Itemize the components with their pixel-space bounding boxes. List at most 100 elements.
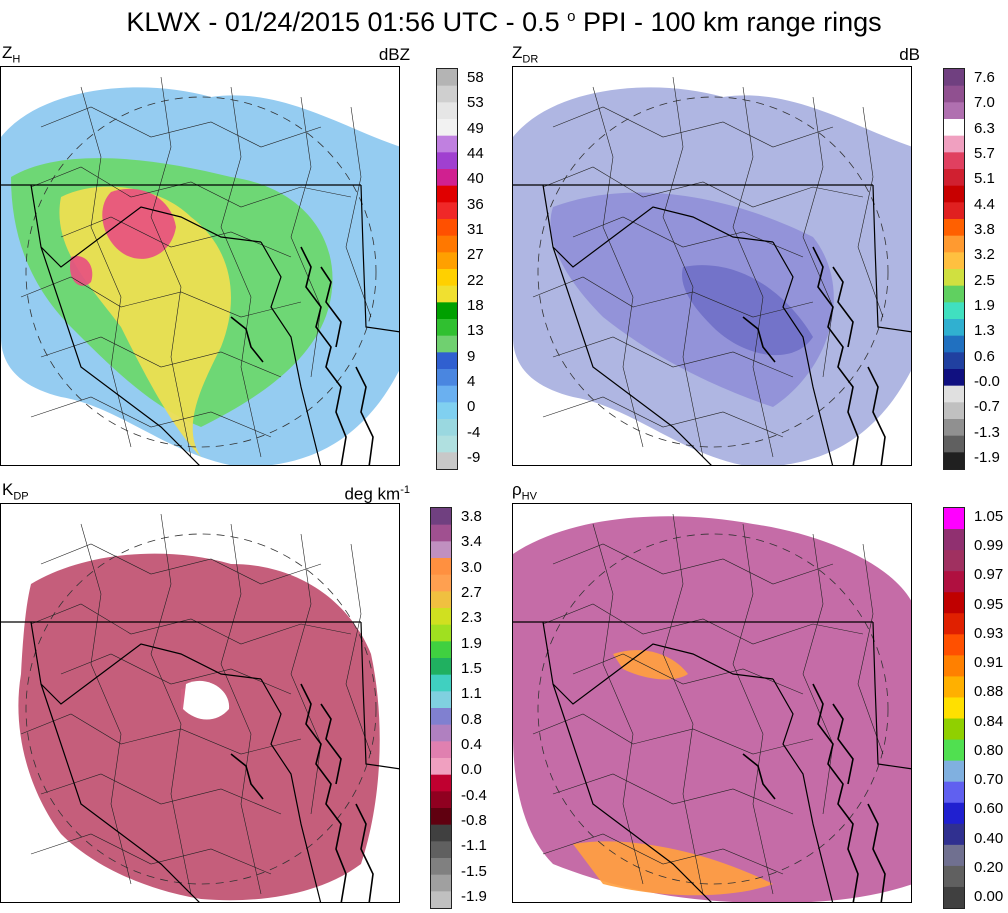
rhohv-map: [512, 503, 912, 903]
state-boundary: [260, 678, 322, 902]
coastline: [867, 803, 886, 902]
county-boundary: [40, 773, 282, 815]
county-boundary: [150, 76, 192, 458]
colorbar-swatch: [944, 655, 964, 677]
county-boundary: [30, 166, 352, 208]
colorbar-swatch: [944, 252, 964, 270]
colorbar-swatch: [437, 452, 457, 469]
colorbar-tick-label: 18: [467, 297, 484, 314]
colorbar-tick-label: 1.9: [974, 297, 995, 314]
colorbar-swatch: [431, 508, 451, 526]
state-boundary: [30, 621, 262, 705]
state-boundary: [872, 621, 911, 770]
colorbar-tick-label: 3.8: [974, 221, 995, 238]
state-boundary: [360, 621, 399, 770]
colorbar-swatch: [944, 613, 964, 635]
coastline: [832, 266, 854, 348]
colorbar-swatch: [431, 524, 451, 542]
colorbar-swatch: [944, 269, 964, 287]
coastline: [867, 366, 886, 465]
colorbar-tick-label: 13: [467, 322, 484, 340]
colorbar-swatch: [944, 592, 964, 614]
echo-region: [513, 516, 911, 902]
colorbar-swatch: [944, 760, 964, 783]
state-boundary: [40, 683, 200, 902]
echo-gap: [183, 680, 230, 720]
rhohv-label: ρHV: [512, 480, 537, 503]
zh-map: [0, 66, 400, 466]
county-boundary: [345, 543, 372, 755]
kdp-map-svg: [1, 513, 399, 902]
colorbar-swatch: [944, 85, 964, 103]
echo-region: [70, 256, 93, 286]
colorbar-swatch: [944, 634, 964, 656]
colorbar-tick-label: 3.2: [974, 246, 995, 264]
county-boundary: [20, 276, 302, 318]
county-boundary: [80, 86, 132, 448]
colorbar-tick-label: 0.99: [974, 537, 1004, 555]
state-boundary: [552, 683, 712, 902]
coastline: [812, 683, 859, 902]
range-ring: [25, 96, 377, 448]
colorbar-tick-label: 1.05: [974, 508, 1004, 525]
echo-region: [682, 265, 813, 356]
colorbar-tick-label: 0.70: [974, 771, 1004, 789]
colorbar-swatch: [437, 285, 457, 303]
rhohv-colorbar: [943, 507, 965, 909]
colorbar-swatch: [431, 574, 451, 592]
coastline: [300, 683, 347, 902]
state-boundary: [360, 184, 399, 333]
state-boundary: [260, 241, 322, 465]
county-boundary: [732, 86, 774, 458]
county-boundary: [732, 523, 774, 895]
colorbar-swatch: [431, 624, 451, 642]
colorbar-swatch: [944, 202, 964, 220]
colorbar-tick-label: 0.40: [974, 829, 1004, 847]
colorbar-swatch: [431, 774, 451, 792]
colorbar-swatch: [431, 724, 451, 742]
state-boundary: [772, 678, 834, 902]
coastline: [355, 366, 374, 465]
county-boundary: [662, 513, 704, 895]
colorbar-tick-label: 31: [467, 221, 484, 238]
colorbar-swatch: [944, 844, 964, 867]
colorbar-tick-label: 49: [467, 119, 484, 137]
coastline: [832, 703, 854, 785]
colorbar-tick-label: -1.9: [974, 449, 1000, 466]
colorbar-swatch: [437, 269, 457, 287]
state-boundary: [552, 246, 712, 465]
colorbar-tick-label: 3.4: [461, 533, 482, 551]
county-boundary: [150, 513, 192, 895]
colorbar-swatch: [437, 119, 457, 137]
colorbar-tick-label: 9: [467, 347, 476, 365]
colorbar-tick-label: -1.1: [461, 837, 487, 855]
coastline: [742, 753, 776, 800]
colorbar-swatch: [944, 402, 964, 420]
coastline: [230, 753, 264, 800]
colorbar-swatch: [944, 335, 964, 353]
colorbar-tick-label: 0.60: [974, 800, 1004, 818]
colorbar-tick-label: 5.7: [974, 145, 995, 162]
colorbar-tick-label: 0.00: [974, 888, 1004, 905]
range-ring: [537, 96, 889, 448]
colorbar-swatch: [944, 718, 964, 741]
coastline: [355, 803, 374, 902]
echo-region: [613, 650, 688, 680]
colorbar-swatch: [944, 352, 964, 370]
colorbar-swatch: [431, 758, 451, 776]
colorbar-swatch: [431, 674, 451, 692]
colorbar-tick-label: -4: [467, 423, 481, 441]
state-boundary: [872, 184, 911, 333]
county-boundary: [40, 543, 322, 585]
colorbar-swatch: [944, 697, 964, 720]
colorbar-swatch: [944, 419, 964, 437]
colorbar-tick-label: -0.8: [461, 812, 487, 829]
colorbar-swatch: [437, 69, 457, 87]
state-boundary: [542, 621, 774, 705]
kdp-colorbar-ticks: 3.8 3.4 3.0 2.7 2.3 1.9 1.5 1.1 0.8 0.4 0.0 -0.4 -0.…: [461, 507, 531, 909]
colorbar-swatch: [944, 739, 964, 762]
colorbar-tick-label: -1.5: [461, 862, 487, 880]
colorbar-swatch: [944, 802, 964, 825]
colorbar-swatch: [431, 708, 451, 726]
colorbar-tick-label: 2.7: [461, 584, 482, 601]
